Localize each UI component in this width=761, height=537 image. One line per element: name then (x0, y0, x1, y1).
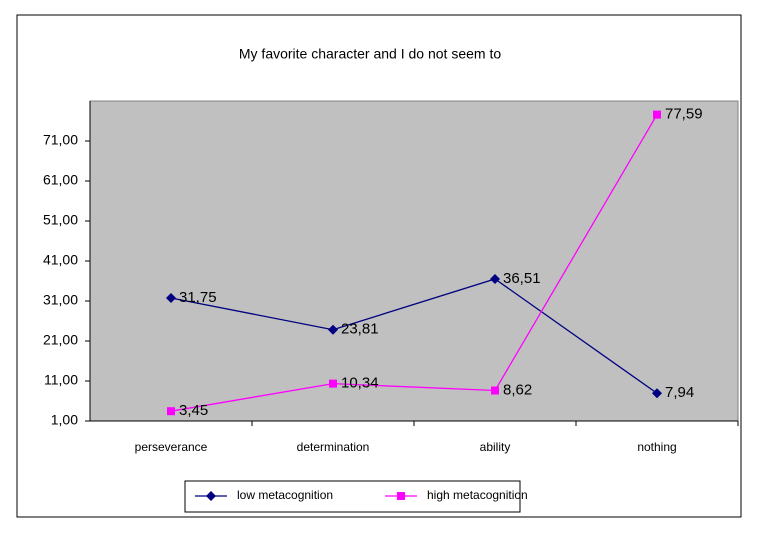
data-point (329, 379, 337, 388)
data-point (167, 407, 175, 416)
legend-label: low metacognition (237, 488, 333, 502)
series-line (170, 114, 658, 412)
value-label: 3,45 (179, 402, 208, 419)
plot-area (89, 100, 739, 422)
legend-marker (397, 492, 405, 500)
y-tick-label: 21,00 (43, 332, 78, 348)
x-tick-label: nothing (637, 440, 676, 454)
series-line (170, 278, 658, 394)
legend-marker (206, 491, 216, 501)
data-point (490, 273, 500, 284)
value-label: 31,75 (179, 289, 217, 306)
y-tick-label: 71,00 (43, 132, 78, 148)
value-label: 10,34 (341, 375, 379, 392)
value-label: 8,62 (503, 381, 532, 398)
x-tick-label: perseverance (135, 440, 208, 454)
chart-title: My favorite character and I do not seem … (239, 46, 501, 62)
y-tick-label: 11,00 (44, 372, 78, 388)
y-tick-label: 1,00 (51, 412, 78, 428)
data-point (328, 324, 338, 335)
legend-label: high metacognition (427, 488, 528, 502)
data-point (653, 110, 661, 119)
legend-box (184, 480, 521, 513)
value-label: 77,59 (665, 106, 703, 123)
y-tick-label: 61,00 (43, 172, 78, 188)
y-tick-label: 41,00 (43, 252, 78, 268)
x-tick-label: ability (480, 440, 511, 454)
value-label: 7,94 (665, 384, 694, 401)
y-tick-label: 51,00 (43, 212, 78, 228)
data-point (166, 293, 176, 303)
data-point (491, 386, 499, 395)
value-label: 23,81 (341, 321, 379, 338)
x-tick-label: determination (297, 440, 370, 454)
data-point (652, 388, 662, 399)
value-label: 36,51 (503, 270, 541, 287)
y-tick-label: 31,00 (43, 292, 78, 308)
